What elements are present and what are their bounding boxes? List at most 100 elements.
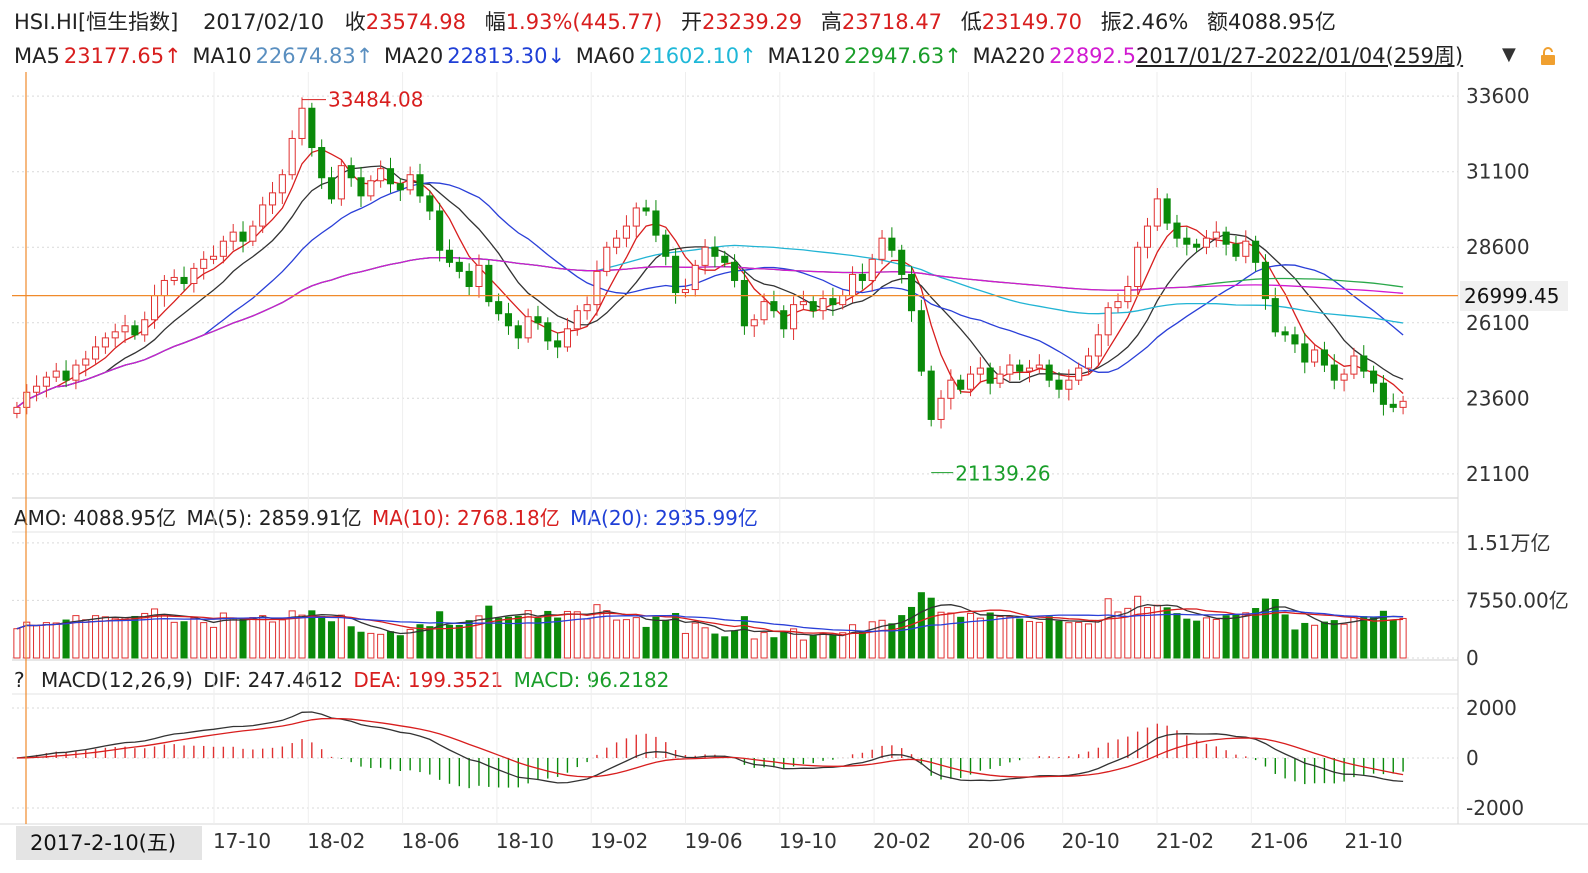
candle-body (180, 276, 188, 284)
volume-bar (386, 631, 395, 659)
volume-bar (1173, 613, 1181, 659)
volume-bar (23, 621, 31, 659)
candle-body (1389, 403, 1397, 408)
candle-body (288, 137, 296, 176)
volume-bar (799, 639, 807, 659)
date-tick-label: 21-10 (1345, 829, 1403, 853)
candle-body (1261, 261, 1269, 300)
low-value: 23149.70 (981, 10, 1082, 34)
candle-body (1143, 225, 1152, 248)
candle-body (917, 310, 925, 372)
volume-bar (662, 619, 670, 659)
candle-body (151, 295, 159, 321)
volume-bar (121, 617, 129, 659)
candle-body (367, 180, 375, 197)
candle-body (1193, 243, 1201, 248)
dif-line (16, 711, 1404, 784)
candle-body (318, 147, 326, 179)
candle-body (268, 192, 277, 206)
volume-bar (1389, 620, 1397, 659)
volume-bar (740, 616, 748, 659)
volume-bar (1094, 619, 1102, 659)
candle-body (1379, 382, 1387, 405)
candle-body (426, 195, 434, 212)
volume-bar (1379, 610, 1387, 659)
candle-body (672, 255, 680, 294)
close-value: 23574.98 (365, 10, 466, 34)
date-tick-label: 21-06 (1250, 829, 1308, 853)
volume-bar (1143, 607, 1152, 659)
candle-body (691, 264, 699, 291)
high-value: 23718.47 (841, 10, 943, 34)
ma220-value: 22892.52 (1049, 44, 1150, 68)
ma120-label: MA120 (767, 44, 841, 68)
volume-bar (1006, 616, 1014, 659)
candle-body (622, 225, 630, 239)
candle-body (347, 165, 355, 179)
candle-body (308, 107, 316, 149)
volume-bar (278, 619, 286, 659)
symbol-name: HSI.HI[恒生指数] (14, 10, 179, 34)
candle-body (72, 364, 80, 381)
price-tick-label: 33600 (1466, 84, 1530, 108)
candle-body (229, 231, 237, 242)
candle-body (1173, 222, 1181, 239)
volume-bar (268, 621, 277, 659)
candle-body (416, 174, 424, 197)
candle-body (1340, 373, 1348, 381)
candle-body (1202, 237, 1211, 248)
volume-bar (1301, 622, 1309, 659)
volume-tick-label: 0 (1466, 646, 1479, 670)
annotations: 33484.08 21139.26 (302, 88, 1051, 486)
volume-bar (426, 626, 434, 659)
volume-bar (957, 616, 965, 659)
lock-icon[interactable] (1540, 46, 1556, 66)
volume-bar (1134, 595, 1142, 659)
candle-body (1370, 370, 1378, 384)
candle-body (170, 276, 178, 281)
change-label: 幅 (484, 10, 506, 34)
volume-bar (357, 631, 365, 659)
candle-body (1212, 231, 1220, 239)
volume-bar (82, 619, 90, 659)
candle-body (1399, 400, 1407, 408)
volume-bar (1065, 622, 1073, 659)
min-annotation: 21139.26 (955, 462, 1050, 486)
candle-body (544, 322, 552, 342)
volume-bar (1124, 607, 1132, 659)
volume-bar (42, 622, 50, 659)
volume-bar (996, 615, 1004, 659)
help-icon[interactable]: ? (14, 668, 25, 692)
candle-body (701, 246, 709, 266)
triangle-down-icon[interactable]: ▼ (1502, 44, 1516, 65)
candle-body (62, 370, 70, 381)
date-tick-label: 17-10 (213, 829, 271, 853)
macd-tick-label: -2000 (1466, 796, 1524, 820)
candle-body (642, 207, 650, 212)
ma60-label: MA60 (575, 44, 635, 68)
volume-bar (72, 615, 80, 659)
candle-body (131, 325, 139, 336)
ma5-line (16, 148, 1404, 408)
ma10-value: 22674.83↑ (255, 44, 374, 68)
volume-bar (622, 619, 630, 659)
amp-label: 振 (1100, 10, 1122, 34)
candle-body (1281, 331, 1289, 336)
volume-bar (1025, 620, 1034, 659)
candle-body (1330, 364, 1338, 381)
volume-bar (829, 635, 837, 659)
candle-body (219, 240, 227, 257)
ma20-line (16, 182, 1404, 408)
candle-body (1271, 298, 1279, 333)
ma20-value: 22813.30↓ (447, 44, 566, 68)
volume-bar (770, 637, 778, 659)
date-tick-label: 20-06 (967, 829, 1025, 853)
volume-bar (1360, 616, 1368, 659)
period-range[interactable]: 2017/01/27-2022/01/04(259周) (1135, 44, 1464, 68)
amo-ma20: MA(20): 2935.99亿 (570, 506, 758, 530)
candle-body (613, 237, 621, 248)
volume-bar (445, 624, 454, 659)
volume-bar (780, 632, 788, 659)
volume-bar (603, 610, 611, 659)
